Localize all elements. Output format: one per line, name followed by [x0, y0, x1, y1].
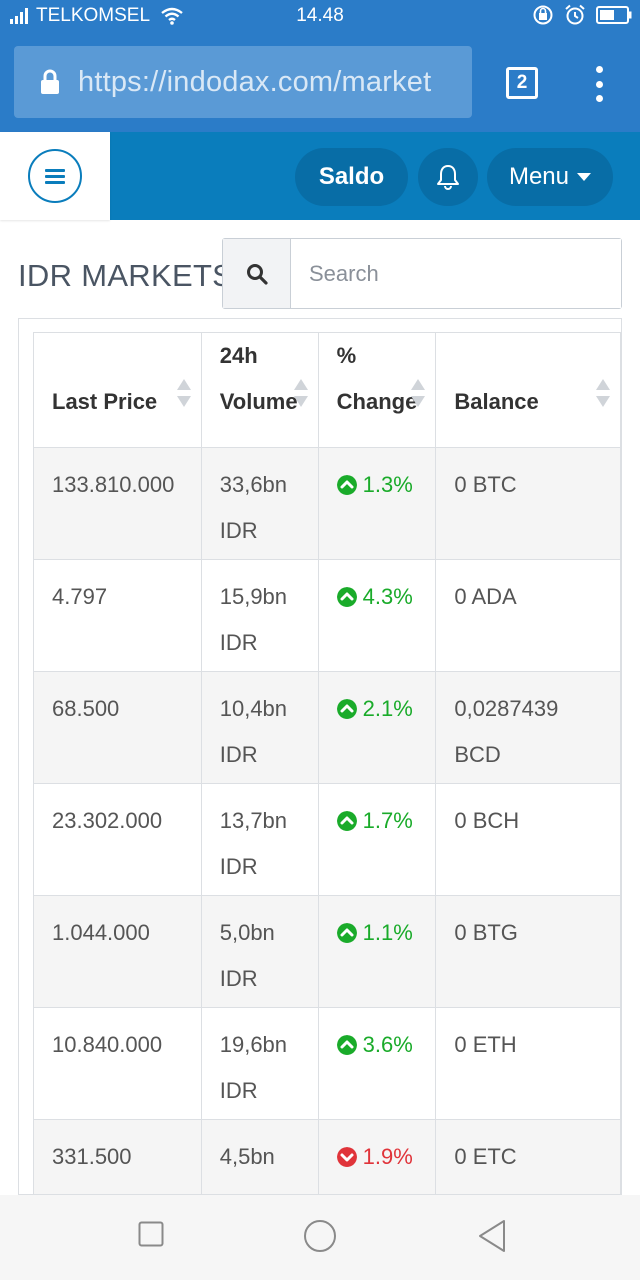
- column-header-balance[interactable]: Balance: [435, 332, 621, 448]
- battery-icon: [596, 6, 632, 24]
- cell-volume: 19,6bn IDR: [200, 1007, 319, 1120]
- search-button[interactable]: [223, 239, 291, 308]
- cell-change: 1.9%: [317, 1119, 437, 1194]
- cell-last-price: 331.500: [33, 1119, 202, 1194]
- sidebar-toggle-button[interactable]: [28, 149, 82, 203]
- column-header-volume[interactable]: 24h Volume: [200, 332, 319, 448]
- arrow-up-circle-icon: [336, 923, 357, 943]
- cell-last-price: 1.044.000: [33, 895, 202, 1008]
- table-row[interactable]: 68.500 10,4bn IDR 2.1% 0,0287439 BCD: [33, 671, 621, 784]
- signal-icon: [10, 8, 28, 24]
- search-icon: [246, 263, 268, 285]
- change-value: 1.9%: [336, 1134, 418, 1180]
- back-icon[interactable]: [477, 1219, 507, 1253]
- cell-last-price: 4.797: [33, 559, 202, 672]
- cell-last-price: 133.810.000: [33, 447, 202, 560]
- cell-change: 2.1%: [317, 671, 437, 784]
- lock-icon: [41, 69, 59, 94]
- cell-last-price: 10.840.000: [33, 1007, 202, 1120]
- arrow-up-circle-icon: [336, 475, 357, 495]
- change-value: 3.6%: [336, 1022, 418, 1068]
- cell-balance: 0 BCH: [435, 783, 621, 896]
- cell-balance: 0 ADA: [435, 559, 621, 672]
- arrow-up-circle-icon: [336, 811, 357, 831]
- cell-balance: 0 BTC: [435, 447, 621, 560]
- change-value: 1.1%: [336, 910, 418, 956]
- cell-change: 1.1%: [317, 895, 437, 1008]
- sidebar-toggle-container: [0, 132, 110, 220]
- cell-last-price: 68.500: [33, 671, 202, 784]
- markets-table: Last Price 24h Volume % Change Balance: [33, 332, 621, 1194]
- overflow-menu-button[interactable]: [590, 66, 608, 102]
- column-header-change[interactable]: % Change: [317, 332, 437, 448]
- overflow-dot-icon: [595, 95, 603, 102]
- carrier-name: TELKOMSEL: [36, 5, 151, 26]
- cell-volume: 13,7bn IDR: [200, 783, 319, 896]
- page-title: IDR MARKETS: [18, 258, 234, 293]
- search-input[interactable]: [291, 239, 621, 308]
- search-group: [222, 238, 622, 309]
- notifications-button[interactable]: [418, 148, 478, 206]
- menu-label: Menu: [508, 163, 570, 190]
- cell-balance: 0 ETC: [435, 1119, 621, 1194]
- arrow-up-circle-icon: [336, 1035, 357, 1055]
- cell-change: 4.3%: [317, 559, 437, 672]
- alarm-icon: [565, 4, 585, 25]
- table-row[interactable]: 23.302.000 13,7bn IDR 1.7% 0 BCH: [33, 783, 621, 896]
- menu-dropdown-button[interactable]: Menu: [487, 148, 613, 206]
- cell-last-price: 23.302.000: [33, 783, 202, 896]
- system-navigation-bar: [0, 1195, 640, 1280]
- cell-volume: 10,4bn IDR: [200, 671, 319, 784]
- overflow-dot-icon: [595, 66, 603, 73]
- recents-icon[interactable]: [138, 1221, 164, 1247]
- sort-icon: [293, 379, 308, 407]
- column-header-last-price[interactable]: Last Price: [33, 332, 202, 448]
- cell-change: 1.7%: [317, 783, 437, 896]
- change-value: 2.1%: [336, 686, 418, 732]
- cell-balance: 0,0287439 BCD: [435, 671, 621, 784]
- status-bar: TELKOMSEL 14.48: [0, 0, 640, 32]
- clock: 14.48: [296, 5, 344, 26]
- bell-icon: [437, 165, 459, 190]
- table-row[interactable]: 1.044.000 5,0bn IDR 1.1% 0 BTG: [33, 895, 621, 1008]
- home-icon[interactable]: [303, 1219, 337, 1253]
- arrow-up-circle-icon: [336, 699, 357, 719]
- sort-icon: [176, 379, 191, 407]
- cell-volume: 33,6bn IDR: [200, 447, 319, 560]
- table-row[interactable]: 10.840.000 19,6bn IDR 3.6% 0 ETH: [33, 1007, 621, 1120]
- cell-balance: 0 BTG: [435, 895, 621, 1008]
- table-row[interactable]: 4.797 15,9bn IDR 4.3% 0 ADA: [33, 559, 621, 672]
- table-row[interactable]: 133.810.000 33,6bn IDR 1.3% 0 BTC: [33, 447, 621, 560]
- wifi-icon: [161, 7, 183, 25]
- status-right: [532, 4, 632, 26]
- hamburger-icon: [45, 169, 65, 184]
- caret-down-icon: [577, 173, 592, 181]
- arrow-up-circle-icon: [336, 587, 357, 607]
- change-value: 4.3%: [336, 574, 418, 620]
- address-bar[interactable]: https://indodax.com/market: [14, 46, 472, 118]
- sort-icon: [411, 379, 426, 407]
- table-body: 133.810.000 33,6bn IDR 1.3% 0 BTC 4.797 15,9bn…: [33, 447, 621, 1194]
- arrow-down-circle-icon: [336, 1147, 357, 1167]
- overflow-dot-icon: [595, 80, 603, 88]
- change-value: 1.7%: [336, 798, 418, 844]
- sort-icon: [596, 379, 610, 407]
- markets-table-container[interactable]: Last Price 24h Volume % Change Balance: [18, 318, 622, 1195]
- data-saver-icon: [533, 5, 553, 25]
- cell-volume: 15,9bn IDR: [200, 559, 319, 672]
- cell-volume: 4,5bnIDR: [200, 1119, 319, 1194]
- saldo-button[interactable]: Saldo: [295, 148, 408, 206]
- browser-toolbar: https://indodax.com/market 2: [0, 32, 640, 132]
- status-left: TELKOMSEL: [10, 5, 184, 27]
- url-text[interactable]: https://indodax.com/market: [78, 65, 432, 98]
- table-header-row: Last Price 24h Volume % Change Balance: [33, 332, 621, 448]
- change-value: 1.3%: [336, 462, 418, 508]
- cell-balance: 0 ETH: [435, 1007, 621, 1120]
- app-header: Saldo Menu: [0, 132, 640, 220]
- tab-switcher-button[interactable]: 2: [506, 67, 538, 99]
- cell-change: 1.3%: [317, 447, 437, 560]
- cell-volume: 5,0bn IDR: [200, 895, 319, 1008]
- cell-change: 3.6%: [317, 1007, 437, 1120]
